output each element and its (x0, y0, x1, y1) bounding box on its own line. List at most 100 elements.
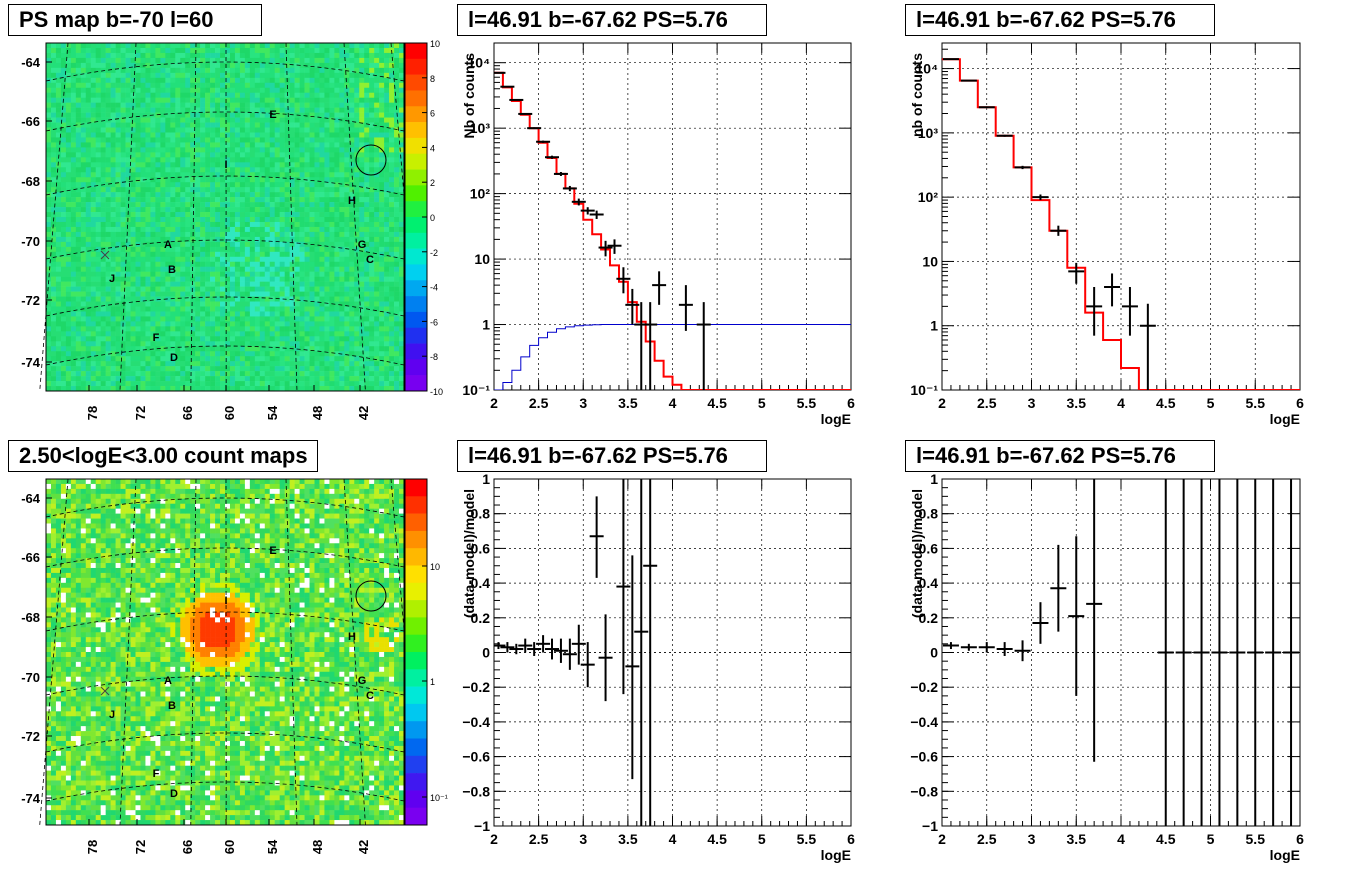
map2-ytick-label: -68 (21, 610, 40, 625)
res2-plot: 2 2.5 3 3.5 4 4.5 5 5.5 6 −1 −0.8 −0.6 −0.4 −0.2 0 0.2 0… (909, 471, 1304, 863)
map1-source-label: A (164, 239, 172, 251)
map1-lon-line (190, 42, 197, 392)
res2-ytick-label: 0.8 (919, 506, 939, 522)
spec2-data-point (1032, 194, 1049, 201)
map1-colorbar-label: -6 (430, 317, 438, 327)
map2-colorbar-band (405, 634, 427, 653)
map2-source-label: G (358, 675, 367, 687)
map2-lon-line (39, 478, 69, 826)
map2-colorbar-band (405, 790, 427, 808)
spec1-data-point (696, 302, 711, 390)
spec2-ytick-label: 10⁴ (916, 61, 939, 77)
spec1-ytick-label: 10 (474, 251, 490, 267)
spec2-data-point (1050, 225, 1067, 236)
res2-xlabel: logE (1270, 847, 1300, 863)
res2-ylabel: (data-model)/model (909, 489, 925, 618)
map1-colorbar-label: -10 (430, 387, 443, 397)
spec2-title: l=46.91 b=-67.62 PS=5.76 (905, 4, 1215, 36)
map2-source-label: J (109, 709, 115, 721)
res1-data-point (616, 479, 631, 695)
map2-colorbar-band (405, 755, 427, 774)
map1-source-label: F (153, 332, 160, 344)
map1-xtick-label: 60 (222, 406, 237, 420)
res2-xtick-label: 4 (1117, 831, 1125, 847)
res2-data-point (978, 642, 995, 653)
map2-title: 2.50<logE<3.00 count maps (8, 440, 318, 472)
res1-ytick-label: −0.8 (462, 783, 490, 799)
map2-xtick-label: 42 (356, 840, 371, 854)
res2-data-point (1229, 479, 1246, 826)
spec1-data-point (509, 98, 524, 101)
res1-ytick-label: −0.2 (462, 679, 490, 695)
map2-source-label: C (366, 690, 374, 702)
map2-colorbar-band (405, 807, 427, 826)
map1-lon-line (119, 42, 137, 392)
spec2-xtick-label: 2.5 (977, 395, 997, 411)
map1-ytick-label: -66 (21, 114, 40, 129)
spec2-data-point (996, 134, 1013, 137)
map1-ps-circle (355, 144, 387, 176)
map1-colorbar-band (405, 359, 427, 376)
map1-lon-line (343, 42, 366, 392)
res1-series (494, 479, 851, 826)
spec2-plot: 2 2.5 3 3.5 4 4.5 5 5.5 6 10⁻¹ 1 10 10² 10³ 10⁴ logE nb … (909, 42, 1304, 427)
res1-data-point (553, 638, 568, 663)
spec2-data-point (960, 79, 977, 82)
spec2-data-point (1014, 165, 1031, 170)
res1-plot-area (494, 479, 851, 826)
res2-data-point (1032, 602, 1049, 644)
res1-data-point (634, 479, 649, 826)
spec1-plot: 2 2.5 3 3.5 4 4.5 5 5.5 6 10⁻¹ 1 10 10² 10³ 10⁴ logE Nb … (461, 42, 855, 427)
spec1-xtick-label: 3.5 (618, 395, 638, 411)
spec1-xtick-label: 4.5 (707, 395, 727, 411)
map1-colorbar-band (405, 217, 427, 234)
res2-ytick-label: −0.2 (910, 679, 938, 695)
res2-series (942, 479, 1300, 826)
res1-xtick-label: 3 (579, 831, 587, 847)
res2-data-point (960, 643, 977, 651)
spec1-data-point (643, 302, 658, 390)
spec1-ytick-label: 1 (482, 317, 490, 333)
res2-ytick-label: −1 (922, 818, 938, 834)
map2-ytick-label: -64 (21, 491, 41, 506)
spec1-data-point (652, 271, 667, 305)
map2-xtick-label: 60 (222, 840, 237, 854)
spec1-data-point (518, 112, 533, 115)
res2-data-point (1068, 536, 1085, 696)
map1-lon-line (390, 42, 422, 392)
map1-ytick-label: -68 (21, 174, 40, 189)
res1-ytick-label: −1 (474, 818, 490, 834)
map2-colorbar-band (405, 479, 427, 497)
map2-ytick-label: -72 (21, 729, 40, 744)
map2-colorbar-band (405, 548, 427, 566)
map1-lon-line (285, 42, 298, 392)
res1-xtick-label: 2.5 (529, 831, 549, 847)
map2-source-label: H (348, 631, 356, 643)
map2-ytick-label: -66 (21, 550, 40, 565)
map1-colorbar-band (405, 311, 427, 329)
res2-title: l=46.91 b=-67.62 PS=5.76 (905, 440, 1215, 472)
map1-ytick-label: -70 (21, 234, 40, 249)
res2-xtick-label: 3.5 (1067, 831, 1087, 847)
spec1-data-point (598, 240, 613, 257)
res1-data-point (643, 479, 658, 826)
spec2-xtick-label: 5.5 (1246, 395, 1266, 411)
map1-colorbar-band (405, 74, 427, 91)
res1-data-point (562, 638, 577, 670)
res1-data-point (598, 614, 613, 702)
spec2-data-point (978, 106, 995, 109)
res2-data-point (996, 642, 1013, 656)
map1-colorbar-label: -8 (430, 352, 438, 362)
res2-ytick-label: −0.8 (910, 783, 938, 799)
map2-cross-marker (100, 686, 110, 696)
res2-data-point (1247, 479, 1264, 826)
spec1-data-point (562, 185, 577, 192)
spec1-xtick-label: 5.5 (797, 395, 817, 411)
map2-ytick-label: -74 (21, 791, 41, 806)
map1-xtick-label: 54 (265, 405, 280, 420)
map2-colorbar-band (405, 652, 427, 670)
res2-data-point (1211, 479, 1228, 826)
map1-xtick-label: 42 (356, 406, 371, 420)
spec2-data-point (1068, 262, 1085, 284)
res1-data-point (589, 496, 604, 578)
